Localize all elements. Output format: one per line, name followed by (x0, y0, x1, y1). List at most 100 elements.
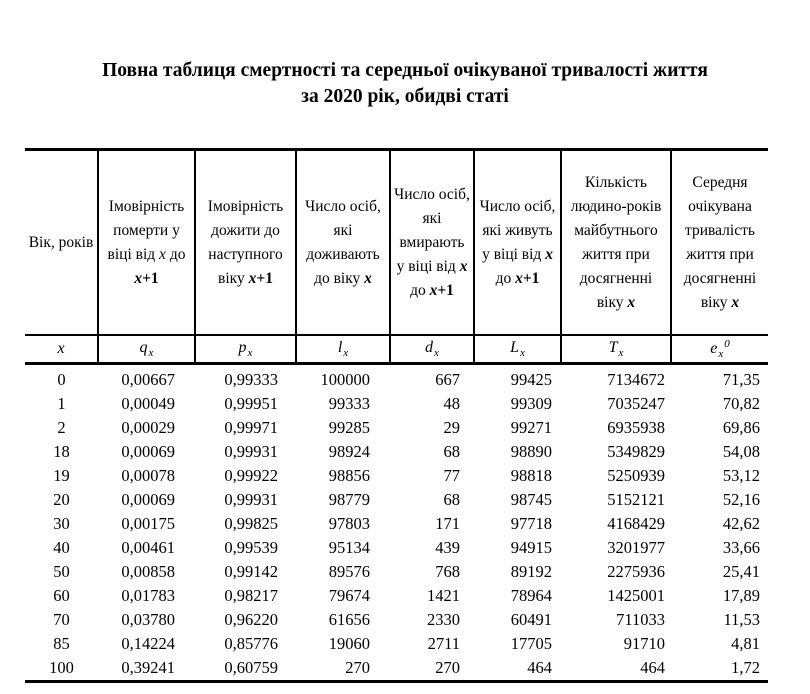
title-line-2: за 2020 рік, обидві статі (301, 86, 509, 107)
cell: 0,39241 (121, 658, 175, 677)
table-row: 85 0,14224 0,85776 19060 2711 17705 91710 4,81 (25, 632, 768, 656)
cell: 3201977 (607, 538, 665, 557)
cell: 69,86 (722, 418, 760, 437)
cell: 2275936 (607, 562, 665, 581)
cell: 0,00175 (121, 514, 175, 533)
document-title: Повна таблиця смертності та середньої оч… (0, 0, 810, 110)
cell: 71,35 (722, 370, 760, 389)
cell: 171 (435, 514, 460, 533)
cell: 99333 (328, 394, 370, 413)
table-body: 0 0,00667 0,99333 100000 667 99425 7134672 71,3… (25, 364, 768, 682)
cell: 89192 (510, 562, 552, 581)
cell: 61656 (328, 610, 370, 629)
cell: 0,99951 (224, 394, 278, 413)
table-row: 60 0,01783 0,98217 79674 1421 78964 1425001 17,… (25, 584, 768, 608)
cell: 85 (53, 634, 70, 653)
cell: 98856 (328, 466, 370, 485)
cell: 19 (53, 466, 70, 485)
table-row: 18 0,00069 0,99931 98924 68 98890 5349829 54,08 (25, 440, 768, 464)
cell: 99425 (510, 370, 552, 389)
column-symbol: px (195, 335, 297, 365)
cell: 30 (53, 514, 70, 533)
cell: 0,99931 (224, 442, 278, 461)
title-line-1: Повна таблиця смертності та середньої оч… (102, 60, 708, 81)
column-header: Імовірність померти у віці від x до x+1 (98, 149, 196, 336)
table-row: 30 0,00175 0,99825 97803 171 97718 4168429 42,6… (25, 512, 768, 536)
cell: 100000 (320, 370, 371, 389)
cell: 5152121 (607, 490, 665, 509)
cell: 50 (53, 562, 70, 581)
cell: 40 (53, 538, 70, 557)
cell: 19060 (328, 634, 370, 653)
cell: 70,82 (722, 394, 760, 413)
cell: 25,41 (722, 562, 760, 581)
cell: 68 (443, 490, 461, 509)
cell: 99271 (510, 418, 552, 437)
cell: 270 (435, 658, 460, 677)
cell: 0,00029 (121, 418, 175, 437)
cell: 17705 (510, 634, 552, 653)
symbol-row: x qx px lx dx Lx Tx ex0 (25, 335, 768, 365)
cell: 0,14224 (121, 634, 175, 653)
cell: 7134672 (607, 370, 665, 389)
cell: 97803 (328, 514, 370, 533)
column-header: Середня очікувана тривалість життя при д… (671, 149, 768, 336)
cell: 0,00078 (121, 466, 175, 485)
column-symbol: ex0 (671, 335, 768, 365)
cell: 17,89 (722, 586, 760, 605)
cell: 0,99539 (224, 538, 278, 557)
cell: 77 (443, 466, 461, 485)
table-row: 50 0,00858 0,99142 89576 768 89192 2275936 25,4… (25, 560, 768, 584)
table-row: 2 0,00029 0,99971 99285 29 99271 6935938 69,86 (25, 416, 768, 440)
cell: 54,08 (722, 442, 760, 461)
cell: 0,00667 (121, 370, 175, 389)
column-header: Вік, років (25, 149, 99, 336)
cell: 78964 (510, 586, 552, 605)
column-header: Кількість людино-років майбутнього життя… (561, 149, 672, 336)
cell: 0,60759 (224, 658, 278, 677)
cell: 29 (443, 418, 461, 437)
cell: 439 (435, 538, 460, 557)
column-symbol: Lx (474, 335, 562, 365)
cell: 768 (435, 562, 460, 581)
cell: 42,62 (722, 514, 760, 533)
cell: 2 (57, 418, 66, 437)
cell: 100 (49, 658, 74, 677)
column-symbol: dx (390, 335, 475, 365)
cell: 68 (443, 442, 461, 461)
cell: 98745 (510, 490, 552, 509)
column-header: Число осіб, які вмирають у віці від x до… (390, 149, 475, 336)
cell: 95134 (328, 538, 370, 557)
cell: 89576 (328, 562, 370, 581)
cell: 33,66 (722, 538, 760, 557)
cell: 0,99142 (224, 562, 278, 581)
cell: 0,99971 (224, 418, 278, 437)
column-header: Імовірність дожити до наступного віку x+… (195, 149, 297, 336)
cell: 53,12 (722, 466, 760, 485)
cell: 5250939 (607, 466, 665, 485)
column-header: Число осіб, які живуть у віці від x до x… (474, 149, 562, 336)
cell: 5349829 (607, 442, 665, 461)
column-symbol: Tx (561, 335, 672, 365)
cell: 0,01783 (121, 586, 175, 605)
cell: 79674 (328, 586, 370, 605)
cell: 0,03780 (121, 610, 175, 629)
cell: 11,53 (723, 610, 760, 629)
column-symbol: lx (296, 335, 391, 365)
cell: 0 (57, 370, 66, 389)
table-head: Вік, років Імовірність померти у віці від… (25, 149, 768, 365)
cell: 99285 (328, 418, 370, 437)
cell: 0,99333 (224, 370, 278, 389)
cell: 94915 (510, 538, 552, 557)
cell: 60 (53, 586, 70, 605)
column-header: Число осіб, які доживають до віку x (296, 149, 391, 336)
table-row: 0 0,00667 0,99333 100000 667 99425 7134672 71,3… (25, 364, 768, 393)
cell: 464 (527, 658, 552, 677)
cell: 0,99931 (224, 490, 278, 509)
cell: 0,00069 (121, 442, 175, 461)
cell: 667 (435, 370, 460, 389)
column-symbol: x (25, 335, 99, 365)
cell: 2711 (427, 634, 460, 653)
cell: 48 (443, 394, 461, 413)
cell: 98924 (328, 442, 370, 461)
